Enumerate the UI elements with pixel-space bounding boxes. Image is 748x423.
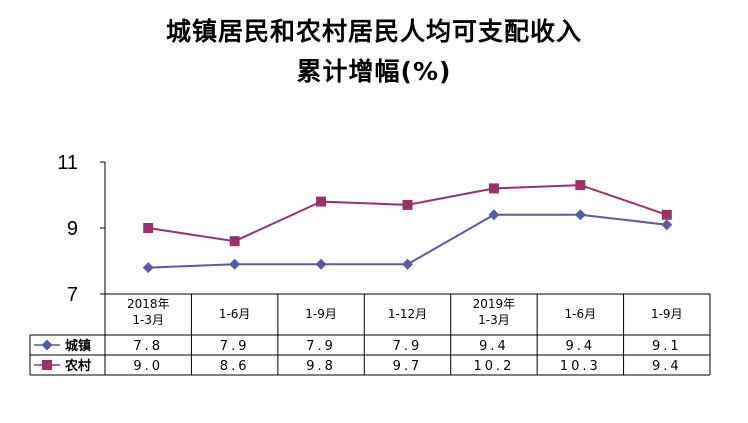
data-point-1 — [229, 236, 240, 247]
legend-marker-1 — [42, 360, 52, 370]
table-value: 9.4 — [652, 359, 682, 374]
x-category-label: 1-9月 — [305, 307, 337, 321]
x-category-label: 1-9月 — [651, 307, 683, 321]
series-line-1 — [148, 184, 668, 243]
legend-label-0: 城镇 — [65, 338, 91, 354]
x-category-label: 2019年 1-3月 — [473, 297, 516, 327]
table-value: 7.9 — [393, 339, 423, 354]
x-category-label: 2018年 1-3月 — [127, 297, 170, 327]
table-value: 10.2 — [473, 359, 514, 374]
table-value: 9.4 — [566, 339, 596, 354]
table-value: 7.9 — [220, 339, 250, 354]
data-point-0 — [315, 258, 327, 270]
data-point-1 — [575, 180, 586, 191]
legend-marker-0 — [41, 339, 53, 351]
x-category-label: 1-6月 — [565, 307, 597, 321]
data-point-0 — [574, 209, 586, 221]
table-value: 9.7 — [393, 359, 423, 374]
table-value: 9.8 — [306, 359, 336, 374]
y-tick-label: 7 — [67, 284, 78, 306]
table-value: 9.1 — [652, 339, 682, 354]
data-point-0 — [661, 219, 673, 231]
table-value: 9.0 — [133, 359, 163, 374]
table-value: 7.8 — [133, 339, 163, 354]
data-point-0 — [488, 209, 500, 221]
data-point-1 — [402, 199, 413, 210]
data-point-1 — [488, 183, 499, 194]
y-tick-label: 9 — [67, 218, 78, 240]
table-value: 9.4 — [479, 339, 509, 354]
table-value: 7.9 — [306, 339, 336, 354]
x-category-label: 1-12月 — [388, 307, 427, 321]
chart-subtitle: 累计增幅(%) — [296, 57, 452, 86]
data-point-1 — [661, 209, 672, 220]
table-value: 8.6 — [220, 359, 250, 374]
chart-title: 城镇居民和农村居民人均可支配收入 — [165, 17, 582, 46]
data-point-0 — [402, 258, 413, 270]
y-tick-label: 11 — [57, 152, 78, 174]
data-point-1 — [316, 196, 327, 207]
data-point-0 — [229, 258, 241, 270]
data-point-0 — [142, 262, 154, 274]
x-category-label: 1-6月 — [219, 307, 251, 321]
table-value: 10.3 — [560, 359, 601, 374]
data-point-1 — [143, 223, 154, 233]
legend-label-1: 农村 — [64, 358, 91, 374]
